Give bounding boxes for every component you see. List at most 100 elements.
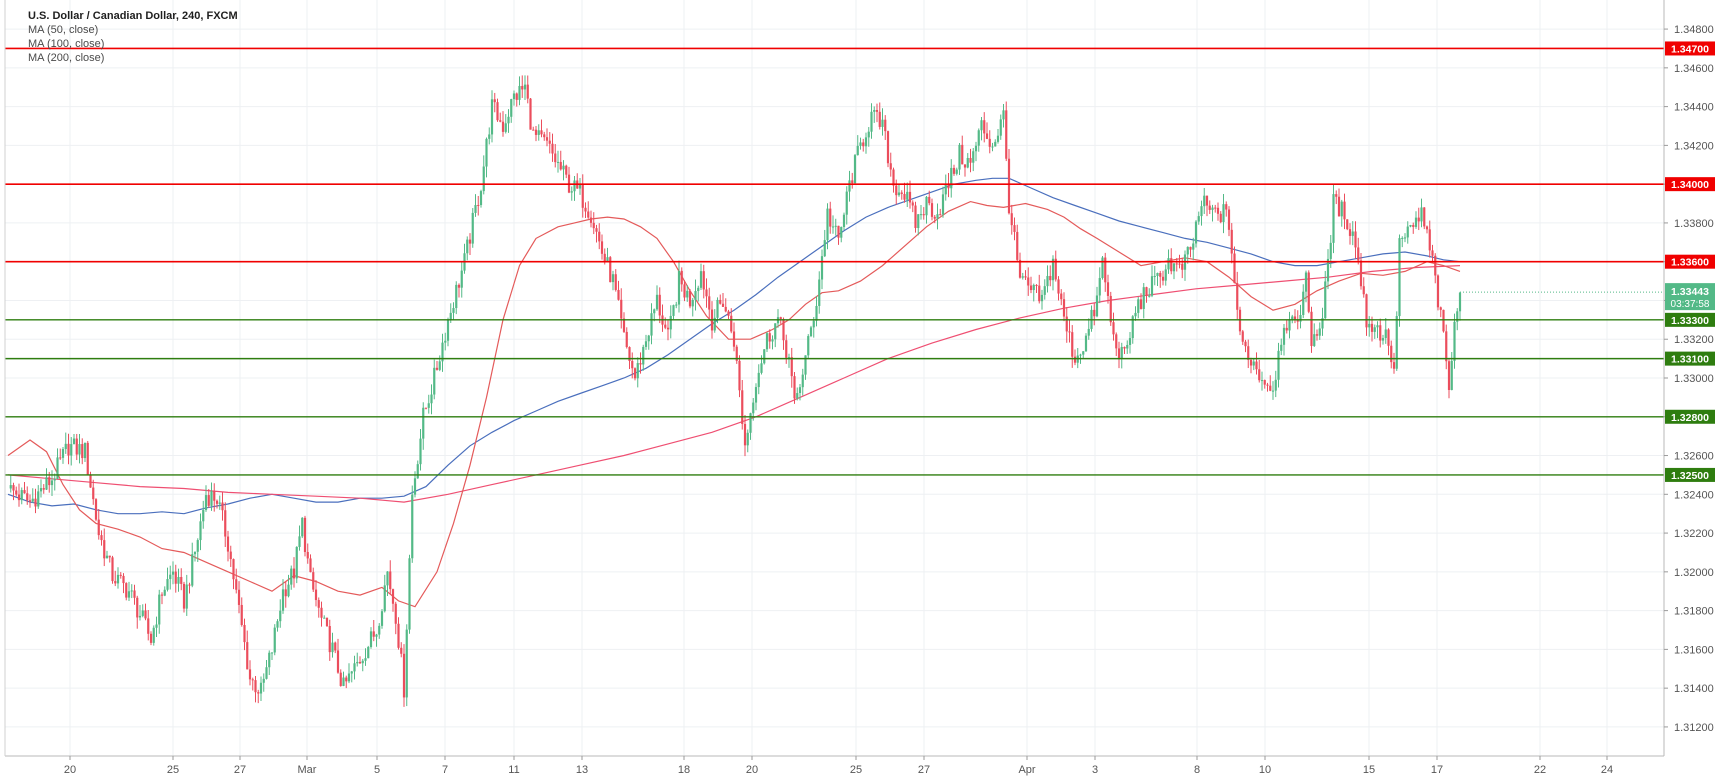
candle-body xyxy=(1456,311,1459,322)
candle-body xyxy=(815,305,818,321)
candle-body xyxy=(787,357,791,359)
candle-body xyxy=(257,692,260,694)
candle-body xyxy=(1387,329,1390,346)
candle-body xyxy=(358,661,362,664)
candle-body xyxy=(1170,258,1173,272)
candle-body xyxy=(444,340,447,343)
candle-body xyxy=(510,99,513,117)
candle-body xyxy=(804,355,807,375)
candle-body xyxy=(108,555,111,558)
candle-body xyxy=(1241,331,1244,342)
candle-body xyxy=(279,610,282,622)
candle-body xyxy=(89,474,92,488)
resistance-label: 1.34700 xyxy=(1671,43,1709,55)
candle-body xyxy=(972,151,975,163)
candle-body xyxy=(460,270,463,288)
y-tick-label: 1.31600 xyxy=(1674,644,1714,656)
candle-body xyxy=(809,327,813,337)
candle-body xyxy=(581,185,584,208)
candle-body xyxy=(708,296,711,310)
candle-body xyxy=(686,290,689,298)
candle-body xyxy=(482,166,485,192)
candle-body xyxy=(185,584,188,609)
x-tick-label: 24 xyxy=(1601,764,1613,776)
candle-body xyxy=(1106,282,1110,296)
candle-body xyxy=(939,214,942,216)
candle-body xyxy=(570,191,573,193)
candle-body xyxy=(334,642,337,651)
candle-body xyxy=(1453,321,1456,361)
ma-200-legend[interactable]: MA (200, close) xyxy=(28,52,105,64)
candle-body xyxy=(886,131,890,164)
ma-50-legend[interactable]: MA (50, close) xyxy=(28,24,99,36)
candle-body xyxy=(1332,194,1335,243)
candle-body xyxy=(1318,328,1321,336)
candle-body xyxy=(609,257,612,283)
candle-body xyxy=(39,488,43,492)
candle-body xyxy=(1054,258,1057,280)
candle-body xyxy=(559,161,562,170)
candle-body xyxy=(1280,344,1283,351)
candle-body xyxy=(485,138,488,167)
candle-body xyxy=(1252,361,1255,366)
candle-body xyxy=(397,623,400,648)
candle-body xyxy=(1354,231,1357,248)
candle-body xyxy=(1362,286,1365,295)
candle-body xyxy=(488,134,491,139)
candle-body xyxy=(169,574,172,580)
candle-body xyxy=(1313,334,1316,346)
candle-body xyxy=(705,289,708,297)
candle-body xyxy=(603,253,606,262)
candle-body xyxy=(270,652,274,654)
candle-body xyxy=(702,271,705,290)
candle-body xyxy=(237,589,241,605)
candle-body xyxy=(380,611,384,626)
resistance-label: 1.34000 xyxy=(1671,179,1709,191)
x-tick-label: 8 xyxy=(1194,764,1200,776)
candle-body xyxy=(413,478,417,495)
candle-body xyxy=(1412,225,1415,227)
candle-body xyxy=(1101,257,1104,279)
candle-body xyxy=(427,403,430,408)
candle-body xyxy=(870,111,873,132)
candle-body xyxy=(672,305,675,316)
candle-body xyxy=(369,631,373,648)
candle-body xyxy=(785,340,788,358)
candle-body xyxy=(499,120,502,122)
x-tick-label: 18 xyxy=(678,764,690,776)
support-label: 1.33100 xyxy=(1671,354,1709,366)
candle-body xyxy=(1186,246,1189,255)
candle-body xyxy=(435,367,439,370)
candle-body xyxy=(873,109,876,112)
time-axis[interactable]: 20 25 27 Mar 5 7 11 13 18 20 25 27 Apr 3 8 10 15 17 22 24 xyxy=(64,756,1613,776)
candle-body xyxy=(556,161,560,163)
candle-body xyxy=(911,202,914,206)
candle-body xyxy=(1038,285,1041,302)
candle-body xyxy=(1285,327,1288,331)
candle-body xyxy=(1271,390,1275,392)
candle-body xyxy=(1447,361,1451,390)
candle-body xyxy=(930,203,934,217)
candle-body xyxy=(994,141,997,147)
candle-body xyxy=(1032,284,1035,291)
candle-body xyxy=(147,618,150,634)
ma-100-legend[interactable]: MA (100, close) xyxy=(28,38,105,50)
candle-body xyxy=(1458,292,1462,312)
candle-body xyxy=(26,493,29,501)
y-tick-label: 1.34200 xyxy=(1674,140,1714,152)
candle-body xyxy=(504,123,507,132)
candle-body xyxy=(265,667,268,679)
candle-body xyxy=(1227,209,1231,230)
price-badges: 1.34700 1.34000 1.33600 1.33300 1.33100 1.328… xyxy=(1665,41,1715,482)
candle-body xyxy=(1225,204,1228,210)
candle-body xyxy=(1329,242,1332,259)
candle-body xyxy=(554,153,557,163)
candle-body xyxy=(391,589,395,604)
candle-body xyxy=(991,146,994,148)
candle-body xyxy=(944,184,947,195)
candle-body xyxy=(199,521,202,541)
symbol-title[interactable]: U.S. Dollar / Canadian Dollar, 240, FXCM xyxy=(28,10,238,22)
candle-body xyxy=(1057,279,1060,294)
